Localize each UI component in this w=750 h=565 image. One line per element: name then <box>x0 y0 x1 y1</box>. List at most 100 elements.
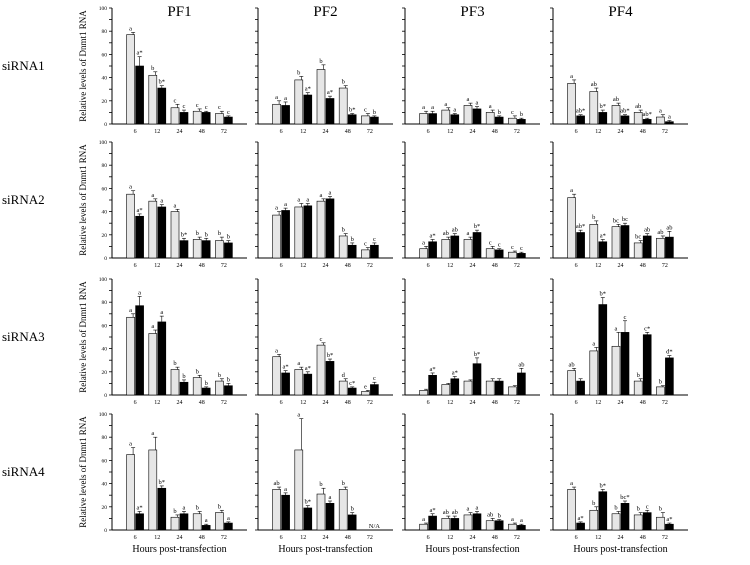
significance-label: a* <box>305 365 311 372</box>
significance-label: a <box>138 289 141 296</box>
significance-label: b <box>173 508 176 515</box>
control-bar <box>656 386 665 396</box>
treated-bar <box>325 198 335 259</box>
control-bar <box>567 370 576 396</box>
x-tick-label: 48 <box>345 263 351 269</box>
control-bar <box>463 380 473 396</box>
significance-label: b* <box>327 352 334 359</box>
y-tick-label: 60 <box>102 186 108 192</box>
x-tick-label: 6 <box>134 400 137 406</box>
significance-label: b* <box>349 107 356 114</box>
y-tick-label: 0 <box>104 256 107 262</box>
significance-label: b <box>173 360 176 367</box>
treated-bar <box>428 515 437 531</box>
significance-label: a* <box>137 50 143 57</box>
x-tick-label: 6 <box>427 535 430 541</box>
control-bar <box>316 493 326 531</box>
significance-label: c <box>183 103 186 110</box>
treated-bar <box>224 116 233 125</box>
significance-label: b <box>342 480 345 487</box>
control-bar <box>126 34 135 125</box>
x-axis-label: Hours post-transfection <box>132 544 226 555</box>
significance-label: b* <box>181 231 188 238</box>
control-bar <box>192 513 202 531</box>
significance-label: a* <box>600 232 606 239</box>
control-bar <box>656 516 665 531</box>
control-bar <box>272 489 281 531</box>
significance-label: b <box>520 111 523 118</box>
significance-label: a* <box>666 516 672 523</box>
x-tick-label: 48 <box>640 129 646 135</box>
significance-label: a <box>297 360 300 367</box>
control-bar <box>441 384 451 396</box>
treated-bar <box>576 380 585 396</box>
x-tick-label: 12 <box>447 400 453 406</box>
significance-label: ab <box>644 227 650 234</box>
significance-label: b <box>319 58 322 65</box>
significance-label: bc* <box>620 494 629 501</box>
column-title-pf4: PF4 <box>608 4 633 20</box>
control-bar <box>170 369 180 396</box>
significance-label: a* <box>430 507 436 514</box>
treated-bar <box>598 112 608 125</box>
significance-label: bc <box>622 216 628 223</box>
x-tick-label: 48 <box>492 400 498 406</box>
x-tick-label: 6 <box>280 263 283 269</box>
treated-bar <box>598 241 608 259</box>
x-tick-label: 24 <box>323 263 329 269</box>
treated-bar <box>665 523 674 531</box>
x-axis-label: Hours post-transfection <box>278 544 372 555</box>
treated-bar <box>370 384 379 396</box>
significance-label: a* <box>137 207 143 214</box>
x-tick-label: 24 <box>323 535 329 541</box>
treated-bar <box>517 119 526 125</box>
control-bar <box>656 237 665 259</box>
x-tick-label: 48 <box>199 263 205 269</box>
significance-label: a <box>570 73 573 80</box>
control-bar <box>170 211 180 259</box>
x-tick-label: 72 <box>367 535 373 541</box>
treated-bar <box>494 249 504 259</box>
x-tick-label: 24 <box>470 535 476 541</box>
significance-label: c* <box>644 325 650 332</box>
treated-bar <box>179 240 189 259</box>
treated-bar <box>450 378 460 396</box>
x-tick-label: 12 <box>447 129 453 135</box>
column-title-pf3: PF3 <box>460 4 484 20</box>
y-tick-label: 40 <box>102 347 108 353</box>
significance-label: a <box>444 101 447 108</box>
x-tick-label: 72 <box>514 400 520 406</box>
significance-label: b <box>614 504 617 511</box>
control-bar <box>148 449 158 531</box>
control-bar <box>338 87 348 125</box>
treated-bar <box>157 206 167 259</box>
significance-label: a <box>284 201 287 208</box>
y-tick-label: 80 <box>102 300 108 306</box>
y-tick-label: 40 <box>102 210 108 216</box>
control-bar <box>611 226 621 259</box>
control-bar <box>485 112 495 125</box>
significance-label: a <box>329 494 332 501</box>
control-bar <box>485 248 495 259</box>
x-tick-label: 12 <box>595 400 601 406</box>
significance-label: b* <box>305 499 312 506</box>
x-tick-label: 6 <box>427 263 430 269</box>
x-tick-label: 72 <box>514 129 520 135</box>
significance-label: c* <box>349 380 355 387</box>
x-tick-label: 24 <box>618 535 624 541</box>
treated-bar <box>665 121 674 125</box>
y-tick-label: 80 <box>102 163 108 169</box>
column-title-pf1: PF1 <box>167 4 191 20</box>
treated-bar <box>450 114 460 125</box>
x-tick-label: 6 <box>427 400 430 406</box>
x-tick-label: 48 <box>640 263 646 269</box>
significance-label: ab <box>443 509 449 516</box>
significance-label: a <box>476 100 479 107</box>
y-tick-label: 100 <box>99 277 108 283</box>
control-bar <box>126 193 135 259</box>
significance-label: c <box>511 244 514 251</box>
significance-label: b <box>196 368 199 375</box>
